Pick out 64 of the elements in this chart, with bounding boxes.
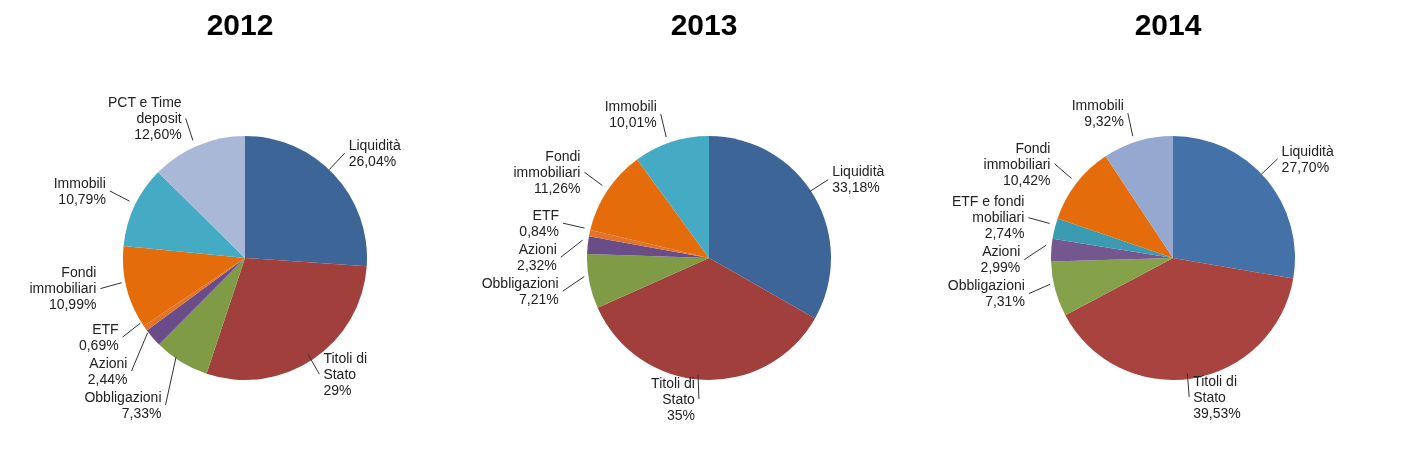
pie-slice	[587, 236, 709, 258]
pie-slice	[123, 245, 245, 327]
pie-slice	[587, 253, 709, 308]
pie-slice	[637, 136, 709, 258]
data-label: 27,70%	[1281, 158, 1330, 175]
slice-label: Azioni	[89, 354, 128, 371]
pie-slice	[1052, 218, 1173, 258]
pie-slice	[143, 258, 245, 331]
data-label: 26,04%	[348, 153, 397, 170]
chart-title: 2014	[1133, 8, 1203, 43]
slice-label: Fondi immobiliari	[29, 264, 97, 297]
slice-label: Titoli di Stato	[1193, 372, 1238, 405]
slice-label: Azioni	[518, 241, 557, 258]
slice-label: Liquidità	[348, 137, 402, 154]
data-label: 11,26%	[533, 180, 581, 197]
pie-slice	[159, 258, 245, 374]
pie-slice	[588, 229, 709, 258]
slice-label: Obbligazioni	[947, 277, 1025, 294]
data-label: 10,42%	[1002, 171, 1051, 188]
data-label: 10,79%	[58, 190, 106, 207]
data-label: 7,33%	[121, 404, 162, 421]
slice-label: Obbligazioni	[84, 388, 162, 405]
chart-title: 2013	[669, 8, 739, 43]
data-label: 2,32%	[517, 257, 557, 274]
data-label: 2,74%	[984, 225, 1025, 242]
slice-label: Immobili	[1071, 97, 1124, 114]
data-label: 10,99%	[48, 296, 97, 313]
data-label: 10,01%	[609, 113, 657, 130]
slice-label: Titoli di Stato	[651, 374, 696, 407]
data-label: 0,69%	[78, 336, 119, 353]
slice-label: PCT e Time deposit	[107, 94, 182, 127]
slice-label: ETF	[92, 320, 119, 337]
pie-slice	[206, 258, 367, 380]
data-label: 29%	[323, 382, 352, 399]
data-label: 33,18%	[832, 179, 880, 196]
slice-label: ETF	[532, 207, 560, 224]
pie-slice	[1051, 238, 1173, 262]
data-label: 9,32%	[1084, 113, 1124, 130]
slice-label: ETF e fondi mobiliari	[951, 193, 1025, 226]
data-label: 0,84%	[519, 223, 560, 240]
pie-slice	[709, 136, 831, 319]
slice-label: Liquidità	[832, 163, 885, 180]
slice-label: Fondi immobiliari	[983, 139, 1051, 172]
slice-label: Fondi immobiliari	[513, 148, 581, 181]
slice-label: Immobili	[53, 174, 106, 191]
data-label: 12,60%	[134, 126, 182, 143]
data-label: 2,99%	[980, 259, 1021, 276]
pie-slice	[1057, 156, 1173, 258]
data-label: 39,53%	[1193, 404, 1241, 421]
pie-slice	[1105, 136, 1173, 258]
slice-label: Obbligazioni	[481, 275, 559, 292]
slice-label: Titoli di Stato	[323, 350, 368, 383]
data-label: 7,31%	[985, 293, 1025, 310]
data-label: 7,21%	[519, 291, 559, 308]
pie-slice	[123, 172, 245, 258]
pie-slice	[146, 258, 245, 345]
data-label: 2,44%	[87, 370, 128, 387]
chart-title: 2012	[205, 8, 275, 43]
pie-slice	[1051, 258, 1173, 316]
data-label: 35%	[666, 406, 695, 423]
slice-label: Azioni	[982, 243, 1021, 260]
slice-label: Immobili	[604, 97, 657, 114]
pie-slice	[590, 159, 709, 258]
slice-label: Liquidità	[1281, 142, 1334, 159]
